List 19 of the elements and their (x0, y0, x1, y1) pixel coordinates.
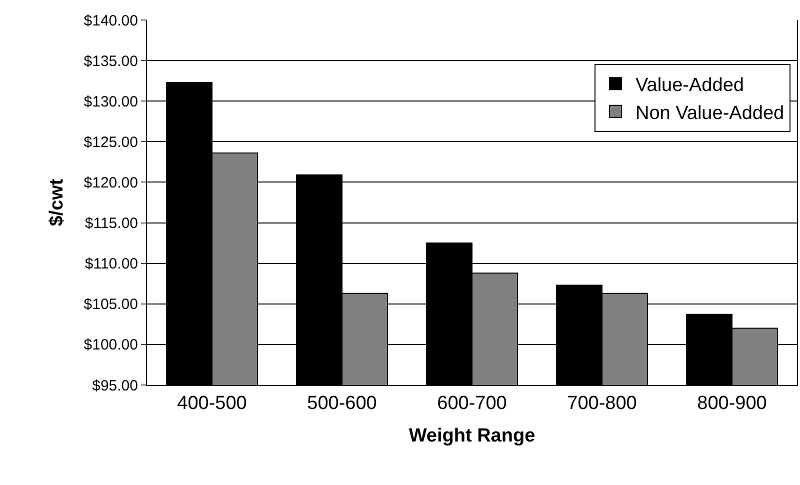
y-tick-label: $110.00 (84, 256, 138, 273)
y-tick-label: $105.00 (84, 296, 138, 314)
y-tick-label: $115.00 (84, 215, 138, 232)
y-tick-label: $140.00 (84, 12, 138, 30)
x-tick-label: 800-900 (697, 392, 767, 414)
y-tick-label: $125.00 (84, 134, 138, 151)
x-tick-label: 600-700 (437, 392, 507, 414)
x-tick-label: 400-500 (177, 392, 247, 414)
x-tick-label: 500-600 (307, 392, 377, 414)
y-tick-label: $135.00 (84, 52, 138, 70)
legend-label: Value-Added (636, 75, 744, 96)
y-axis-title: $/cwt (46, 178, 68, 226)
y-tick-label: $95.00 (92, 377, 138, 394)
legend-label: Non Value-Added (636, 102, 784, 124)
y-tick-label: $130.00 (84, 93, 138, 110)
x-axis-title: Weight Range (408, 426, 536, 447)
y-tick-label: $120.00 (84, 174, 138, 192)
y-tick-label: $100.00 (84, 336, 138, 354)
x-tick-label: 700-800 (567, 392, 637, 414)
